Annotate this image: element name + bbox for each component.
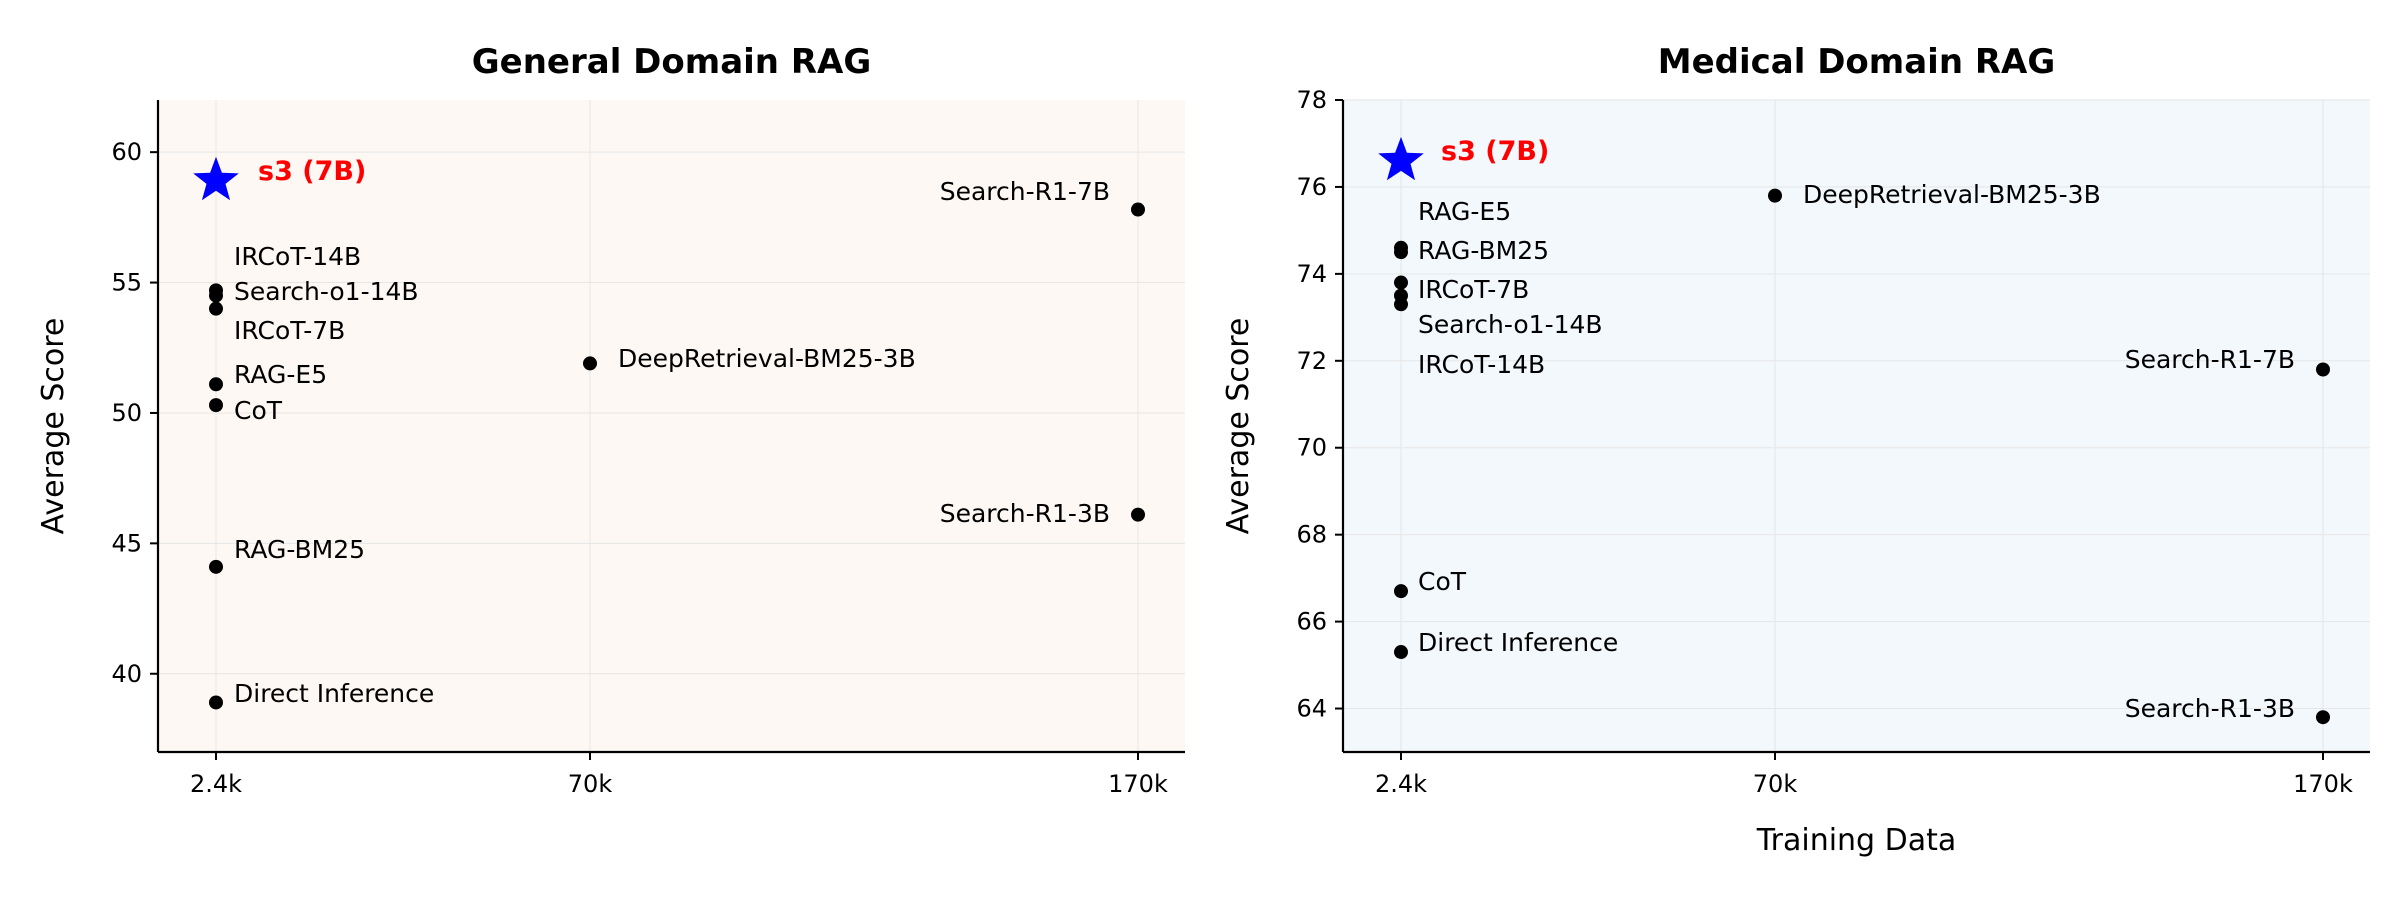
panel-2-data-point bbox=[1394, 297, 1408, 312]
panel-2-data-point-label: Direct Inference bbox=[1418, 628, 1618, 657]
panel-2-data-point-label: CoT bbox=[1418, 567, 1467, 596]
panel-2-x-axis-label: Training Data bbox=[1756, 823, 1957, 858]
panel-1-y-tick-label: 50 bbox=[111, 399, 142, 427]
panel-2-data-point-label: Search-o1-14B bbox=[1418, 310, 1603, 339]
panel-1-data-point bbox=[583, 356, 597, 371]
panel-2-chart-title: Medical Domain RAG bbox=[1658, 42, 2056, 82]
panel-2-y-tick-label: 74 bbox=[1296, 260, 1327, 288]
panel-1-data-point-label: DeepRetrieval-BM25-3B bbox=[618, 344, 916, 373]
panel-2-y-axis-label: Average Score bbox=[1221, 318, 1256, 535]
panel-1-x-tick-label: 70k bbox=[568, 770, 613, 798]
panel-2-x-tick-label: 170k bbox=[2293, 770, 2353, 798]
panel-2-data-point bbox=[2316, 362, 2330, 377]
panel-1-data-point-label: IRCoT-7B bbox=[234, 316, 345, 345]
panel-1-data-point-label: Search-R1-3B bbox=[940, 499, 1110, 528]
panel-1-data-point bbox=[209, 559, 223, 574]
panel-1-data-point bbox=[209, 377, 223, 392]
panel-1-x-tick-label: 2.4k bbox=[190, 770, 242, 798]
panel-2-data-point bbox=[1394, 245, 1408, 260]
panel-1-data-point bbox=[209, 695, 223, 710]
panel-2-star-marker bbox=[1378, 136, 1424, 181]
panel-1-data-point-label: CoT bbox=[234, 396, 283, 425]
panel-1-star-marker bbox=[193, 156, 239, 201]
panel-2-data-point bbox=[1394, 645, 1408, 660]
panel-2-data-point-label: Search-R1-7B bbox=[2125, 345, 2295, 374]
panel-1-data-point bbox=[1131, 507, 1145, 522]
panel-2-data-point-label: IRCoT-7B bbox=[1418, 275, 1529, 304]
panel-1-y-tick-label: 60 bbox=[111, 138, 142, 166]
panel-2-y-tick-label: 70 bbox=[1296, 434, 1327, 462]
panel-1-x-tick-label: 170k bbox=[1108, 770, 1168, 798]
panel-2-data-point bbox=[1768, 188, 1782, 203]
panel-2-data-point bbox=[1394, 275, 1408, 290]
panel-2-y-tick-label: 72 bbox=[1296, 347, 1327, 375]
panel-1-data-point bbox=[209, 398, 223, 413]
panel-2-data-point-label: RAG-BM25 bbox=[1418, 236, 1549, 265]
panel-2-y-tick-label: 66 bbox=[1296, 608, 1327, 636]
panel-2-y-tick-label: 78 bbox=[1296, 86, 1327, 114]
panel-2-data-point-label: Search-R1-3B bbox=[2125, 694, 2295, 723]
panel-1-highlight-point-label: s3 (7B) bbox=[258, 156, 366, 187]
panel-1-data-point-label: Search-o1-14B bbox=[234, 277, 419, 306]
panel-2-y-tick-label: 68 bbox=[1296, 521, 1327, 549]
panel-1-data-point-label: RAG-E5 bbox=[234, 360, 327, 389]
panel-2-data-point-label: DeepRetrieval-BM25-3B bbox=[1803, 180, 2101, 209]
panel-2-highlight-point-label: s3 (7B) bbox=[1441, 136, 1549, 167]
panel-2-x-tick-label: 70k bbox=[1753, 770, 1798, 798]
panel-1-y-axis-label: Average Score bbox=[36, 318, 71, 535]
panel-1-data-point-label: Search-R1-7B bbox=[940, 177, 1110, 206]
panel-2-plot-background bbox=[1343, 100, 2370, 752]
panel-1-data-point-label: IRCoT-14B bbox=[234, 242, 361, 271]
panel-1-y-tick-label: 40 bbox=[111, 660, 142, 688]
panel-2-data-point bbox=[2316, 710, 2330, 725]
panel-1-plot-background bbox=[158, 100, 1185, 752]
panel-2-y-tick-label: 76 bbox=[1296, 173, 1327, 201]
panel-1-data-point bbox=[1131, 202, 1145, 217]
panel-1-data-point-label: Direct Inference bbox=[234, 679, 434, 708]
panel-2-y-tick-label: 64 bbox=[1296, 695, 1327, 723]
panel-1-chart-title: General Domain RAG bbox=[472, 42, 871, 82]
panel-1-y-tick-label: 55 bbox=[111, 269, 142, 297]
panel-2-data-point-label: RAG-E5 bbox=[1418, 197, 1511, 226]
panel-1-data-point-label: RAG-BM25 bbox=[234, 535, 365, 564]
panel-1-data-point bbox=[209, 301, 223, 316]
panel-2-data-point-label: IRCoT-14B bbox=[1418, 350, 1545, 379]
panel-2-data-point bbox=[1394, 584, 1408, 599]
panel-1-y-tick-label: 45 bbox=[111, 529, 142, 557]
panel-2-x-tick-label: 2.4k bbox=[1375, 770, 1427, 798]
panel-1-data-point bbox=[209, 288, 223, 303]
